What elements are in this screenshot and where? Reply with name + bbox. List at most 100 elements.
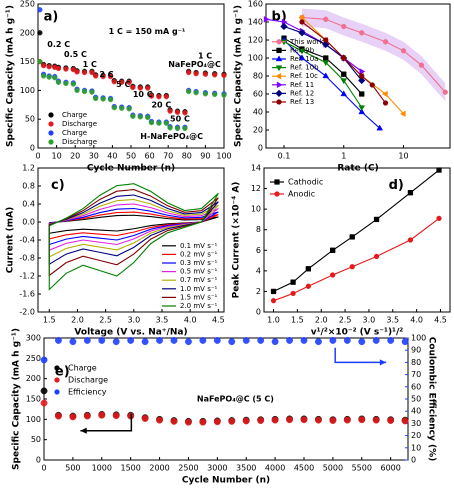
y-tick-label: 100: [20, 86, 35, 95]
marker: [442, 89, 448, 95]
legend-label: Discharge: [62, 120, 97, 128]
marker: [163, 94, 169, 100]
marker: [299, 19, 305, 25]
annotation: 1 C = 150 mA g⁻¹: [109, 27, 186, 36]
marker: [359, 30, 365, 36]
marker: [145, 114, 151, 121]
arrow-line: [334, 347, 387, 364]
marker: [280, 39, 288, 46]
x-tick-label: 3.0: [127, 316, 140, 325]
series-line: [48, 194, 219, 266]
legend-label: 1.5 mV s⁻¹: [180, 293, 218, 301]
marker: [221, 92, 227, 98]
legend-marker: [276, 99, 282, 105]
marker: [343, 336, 351, 344]
y-tick-label: 200: [26, 374, 41, 383]
marker: [330, 247, 336, 253]
y-tick-label: 100: [248, 54, 263, 63]
marker: [126, 106, 132, 112]
legend-label: 2.0 mV s⁻¹: [180, 302, 218, 310]
y-tick-label: -1.2: [19, 272, 35, 281]
marker: [213, 336, 221, 344]
marker: [372, 336, 380, 344]
marker: [314, 416, 322, 424]
legend-marker: [275, 72, 282, 80]
marker: [186, 69, 192, 76]
marker: [111, 105, 117, 111]
legend-marker: [54, 389, 60, 395]
y-tick-label: 40: [253, 108, 263, 117]
y-tick-label: 6: [256, 246, 261, 255]
marker: [280, 22, 288, 31]
x-tick-label: 60: [145, 152, 155, 161]
x-tick-label: 4.0: [410, 316, 423, 325]
x-tick-label: 4.5: [212, 316, 225, 325]
marker: [322, 60, 330, 67]
marker: [70, 67, 76, 73]
marker: [137, 114, 143, 120]
legend-label: Discharge: [68, 376, 108, 385]
marker: [418, 62, 425, 68]
legend-marker: [275, 65, 283, 72]
legend-label: Efficiency: [68, 388, 107, 397]
x-tick-label: 50: [126, 152, 136, 161]
series-line: [48, 211, 219, 240]
x-tick-label: 2.5: [99, 316, 112, 325]
marker: [93, 95, 99, 102]
marker: [358, 338, 366, 346]
marker: [213, 418, 221, 426]
x-tick-label: 10: [398, 152, 408, 161]
highlight-band: [301, 8, 446, 102]
marker: [46, 64, 52, 70]
marker: [358, 76, 366, 85]
marker: [119, 79, 125, 85]
series-line: [273, 169, 440, 292]
x-tick-label: 2.5: [339, 316, 352, 325]
marker: [98, 411, 106, 419]
x-tick-label: 0: [41, 464, 46, 473]
legend-label: Ref. 12: [290, 89, 314, 97]
y-axis-label: Current (mA): [6, 207, 16, 273]
x-axis-label: Voltage (V vs. Na⁺/Na): [74, 328, 187, 338]
marker: [263, 15, 270, 23]
marker: [81, 88, 88, 95]
y2-tick-label: 10: [411, 443, 421, 452]
y2-axis-label: Coulombic Efficiency (%): [427, 337, 437, 462]
y-tick-label: -0.4: [19, 236, 35, 245]
marker: [270, 288, 277, 295]
marker: [341, 23, 347, 30]
marker: [372, 416, 380, 424]
x-tick-label: 80: [182, 152, 192, 161]
marker: [387, 417, 395, 425]
marker: [186, 88, 192, 95]
marker: [170, 336, 178, 344]
marker: [100, 96, 106, 102]
y-tick-label: 150: [20, 57, 35, 66]
marker: [93, 73, 99, 79]
marker: [89, 89, 95, 95]
legend-label: Ref. 10b: [290, 64, 319, 72]
y-axis-label: Specific Capacity (mA h g⁻¹): [6, 5, 16, 147]
marker: [37, 7, 43, 13]
marker: [376, 124, 384, 131]
x-tick-label: 4000: [265, 464, 285, 473]
annotation: 1 C: [83, 60, 97, 69]
marker: [63, 66, 69, 72]
y2-tick-label: 60: [411, 382, 421, 391]
y2-tick-label: 30: [411, 419, 421, 428]
marker: [184, 418, 192, 426]
marker: [130, 113, 136, 119]
marker: [145, 85, 151, 91]
annotation: 0.2 C: [47, 40, 70, 49]
legend-label: Ref. 9b: [290, 46, 315, 54]
marker: [40, 356, 48, 364]
marker: [70, 81, 76, 87]
y2-tick-label: 80: [411, 358, 421, 367]
marker: [46, 74, 52, 80]
marker: [112, 338, 120, 346]
marker: [300, 336, 308, 344]
marker: [298, 54, 306, 61]
marker: [323, 16, 329, 22]
marker: [156, 120, 162, 126]
marker: [167, 125, 173, 131]
